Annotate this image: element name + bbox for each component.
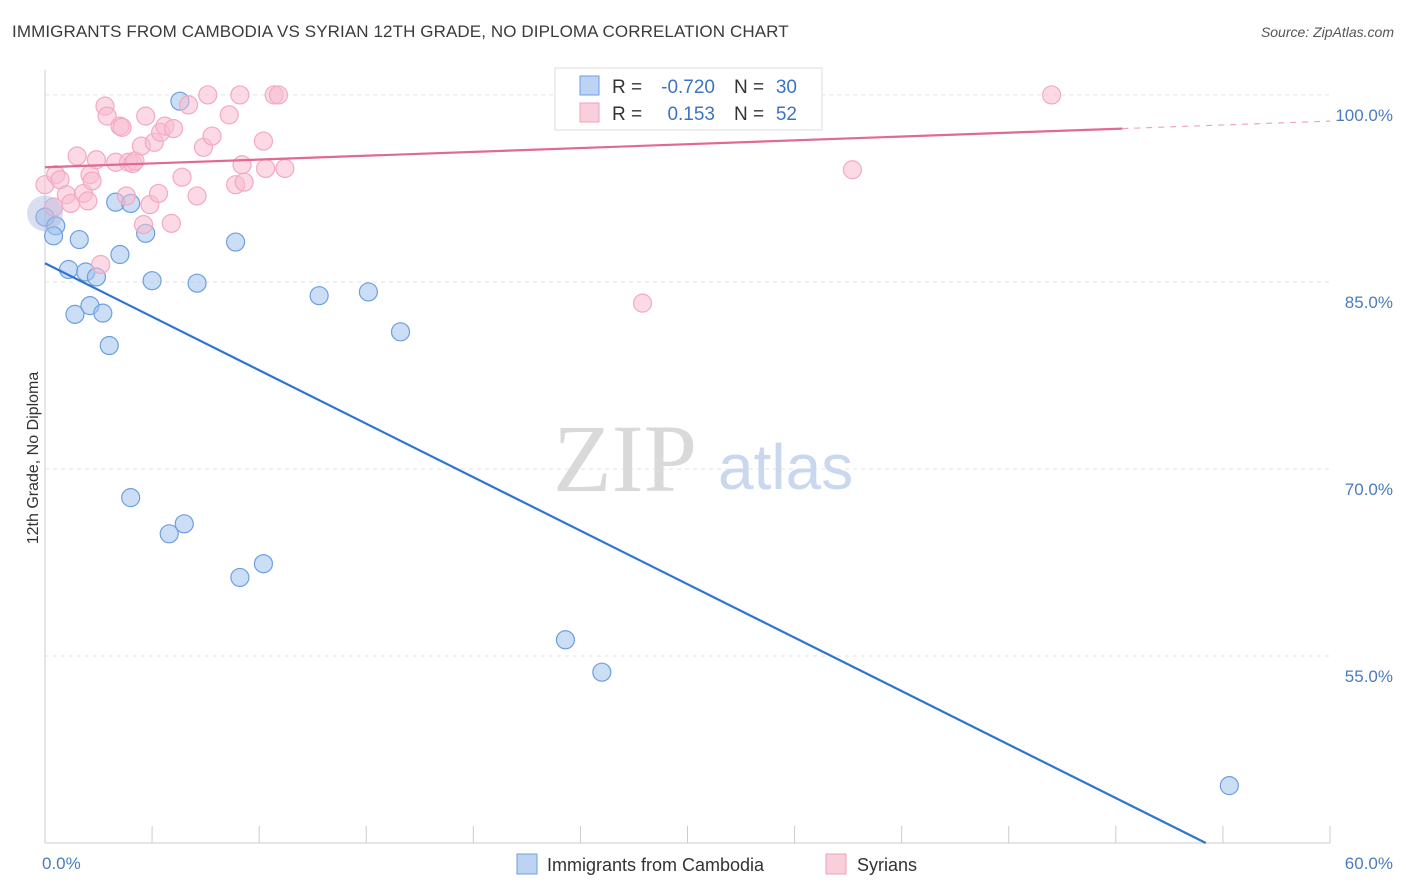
syrians-trend-line [44, 127, 1123, 169]
cambodia-point [592, 662, 612, 682]
stats-r-value-syrians: 0.153 [667, 104, 715, 125]
syrians-point [1041, 85, 1062, 105]
cambodia-point [390, 322, 411, 342]
legend-swatch-cambodia [516, 853, 538, 875]
syrians-point [234, 172, 254, 192]
trend-lines [44, 120, 1331, 844]
syrians-point [198, 85, 218, 105]
watermark-zip: ZIP [553, 405, 697, 512]
stats-r-value-cambodia: -0.720 [661, 77, 715, 98]
syrians-point [97, 106, 117, 126]
cambodia-point [110, 244, 130, 265]
syrians-point [275, 158, 295, 179]
y-tick-label: 100.0% [1335, 106, 1393, 125]
stats-n-value-cambodia: 30 [776, 77, 797, 98]
syrians-point [161, 213, 181, 233]
x-tick-label: 0.0% [42, 854, 81, 873]
stats-n-value-syrians: 52 [776, 104, 797, 125]
cambodia-point [358, 282, 378, 302]
syrians-point [133, 215, 154, 235]
syrians-point [253, 131, 274, 151]
y-tick-label: 70.0% [1345, 480, 1393, 499]
cambodia-point [142, 271, 162, 291]
legend: Immigrants from Cambodia Syrians [516, 853, 917, 875]
cambodia-point [69, 229, 89, 250]
y-axis-label: 12th Grade, No Diploma [25, 372, 42, 545]
cambodia-point [159, 524, 179, 544]
syrians-point [842, 160, 863, 180]
syrians-point [172, 167, 192, 187]
legend-swatch-syrians [825, 853, 847, 875]
syrians-point [232, 155, 252, 175]
stats-swatch-syrians [579, 102, 600, 123]
stats-box: R = -0.720 N = 30 R = 0.153 N = 52 [554, 67, 823, 131]
syrians-point [178, 95, 199, 115]
syrians-point [230, 85, 250, 105]
syrians-point [82, 171, 102, 191]
legend-label-syrians: Syrians [857, 855, 917, 875]
cambodia-point [309, 286, 329, 306]
legend-label-cambodia: Immigrants from Cambodia [547, 855, 765, 875]
cambodia-point [226, 232, 246, 252]
cambodia-point [230, 567, 250, 588]
cambodia-point [253, 554, 274, 574]
stats-r-label-syrians: R = [612, 104, 642, 125]
source-credit: Source: ZipAtlas.com [1260, 24, 1394, 40]
syrians-point [148, 183, 169, 204]
syrians-point [116, 186, 136, 206]
watermark-atlas: atlas [718, 431, 853, 503]
stats-r-label-cambodia: R = [612, 77, 642, 98]
syrians-point [268, 85, 289, 105]
syrians-point [219, 105, 239, 125]
cambodia-point [187, 273, 207, 293]
syrians-point [112, 117, 132, 137]
syrians-point [632, 293, 653, 313]
stats-n-label-syrians: N = [734, 104, 764, 125]
cambodia-point [555, 630, 576, 650]
y-tick-label: 85.0% [1345, 293, 1393, 312]
cambodia-point [121, 488, 141, 508]
syrians-point [78, 191, 98, 211]
syrians-point [91, 254, 111, 275]
stats-n-label-cambodia: N = [734, 77, 764, 98]
syrians-point [136, 106, 156, 126]
axes: 100.0% 85.0% 70.0% 55.0% 0.0% 60.0% [42, 70, 1393, 873]
syrians-point [187, 186, 207, 206]
cambodia-trend-line [44, 262, 1207, 844]
cambodia-point [174, 514, 194, 534]
cluster-point [27, 195, 63, 232]
syrians-point [43, 197, 64, 217]
syrians-point [67, 146, 87, 166]
chart-title: IMMIGRANTS FROM CAMBODIA VS SYRIAN 12TH … [12, 22, 789, 41]
cambodia-point [65, 304, 85, 324]
y-tick-label: 55.0% [1345, 667, 1393, 686]
cambodia-point [1219, 776, 1239, 796]
syrians-trend-extension [1122, 120, 1331, 130]
syrians-point [163, 118, 184, 139]
cambodia-point [93, 303, 113, 323]
cambodia-point [43, 226, 64, 246]
syrians-point [202, 126, 222, 146]
syrians-point [255, 158, 276, 179]
x-tick-label: 60.0% [1345, 854, 1393, 873]
watermark: ZIP atlas [553, 405, 853, 512]
cambodia-point [99, 335, 119, 356]
data-points [27, 85, 1239, 796]
stats-swatch-cambodia [579, 75, 600, 96]
